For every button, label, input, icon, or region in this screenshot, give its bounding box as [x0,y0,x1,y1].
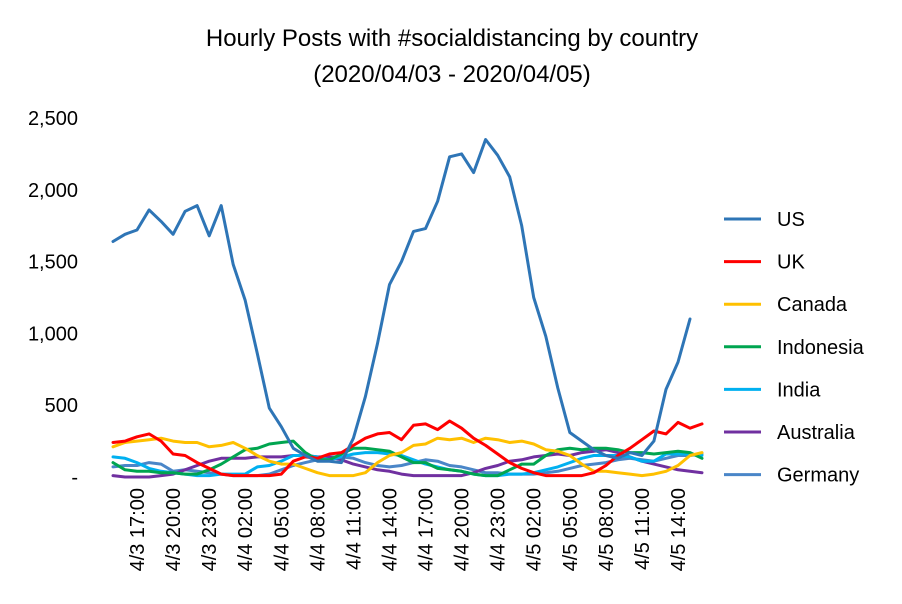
y-tick-label: 1,000 [28,323,78,345]
x-tick-label: 4/4 02:00 [235,488,257,571]
y-tick-label: - [71,467,78,489]
x-tick-label: 4/4 11:00 [343,488,365,570]
x-tick-label: 4/5 14:00 [668,488,690,571]
legend-item-uk: UK [724,252,805,274]
legend-label: Germany [777,465,859,487]
legend-label: UK [777,252,805,274]
x-axis: 4/3 17:00 4/3 20:00 4/3 23:00 4/4 02:00 4/4 … [127,488,690,571]
series-line-uk [111,419,704,478]
legend-item-australia: Australia [724,422,856,444]
x-tick-label: 4/4 23:00 [488,488,510,571]
legend-item-germany: Germany [724,465,859,487]
y-axis: - 500 1,000 1,500 2,000 2,500 [28,108,78,489]
chart-title: Hourly Posts with #socialdistancing by c… [206,25,698,52]
legend-label: Australia [777,422,856,444]
legend-label: US [777,209,805,231]
chart-subtitle: (2020/04/03 - 2020/04/05) [313,61,591,88]
y-tick-label: 2,000 [28,180,78,202]
x-tick-label: 4/4 08:00 [307,488,329,571]
x-tick-label: 4/3 20:00 [163,488,185,571]
series-line-us [111,138,692,465]
legend-item-indonesia: Indonesia [724,337,865,359]
x-tick-label: 4/4 20:00 [452,488,474,571]
x-tick-label: 4/5 11:00 [632,488,654,570]
x-tick-label: 4/5 02:00 [524,488,546,571]
legend-item-canada: Canada [724,294,848,316]
plot-area [111,138,704,479]
y-tick-label: 500 [45,395,78,417]
legend-label: Indonesia [777,337,865,359]
x-tick-label: 4/4 14:00 [380,488,402,571]
x-tick-label: 4/3 17:00 [127,488,149,571]
legend-label: India [777,379,821,401]
x-tick-label: 4/4 05:00 [271,488,293,571]
legend-item-india: India [724,379,821,401]
legend: US UK Canada Indonesia India Australia Germany [724,209,865,487]
legend-item-us: US [724,209,805,231]
x-tick-label: 4/4 17:00 [416,488,438,571]
series-line-germany [111,452,704,478]
legend-label: Canada [777,294,848,316]
series-line-australia [111,448,704,479]
y-tick-label: 1,500 [28,252,78,274]
x-tick-label: 4/5 08:00 [596,488,618,571]
x-tick-label: 4/3 23:00 [199,488,221,571]
y-tick-label: 2,500 [28,108,78,130]
x-tick-label: 4/5 05:00 [560,488,582,571]
series-line-canada [111,436,704,478]
